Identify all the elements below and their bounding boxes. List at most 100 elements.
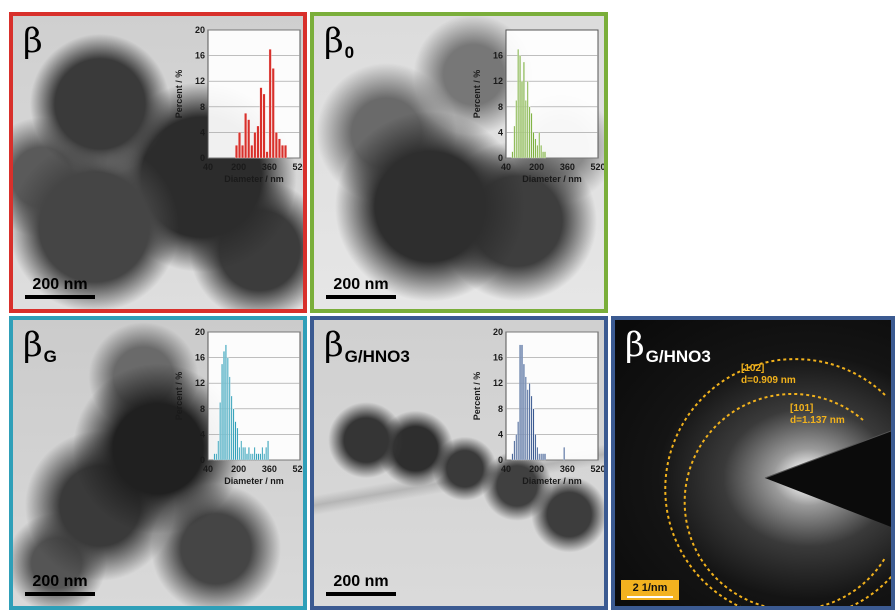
- histogram-bar: [225, 344, 227, 461]
- histogram-bar: [532, 408, 535, 461]
- panel-label: β0: [324, 21, 355, 62]
- y-axis-label: Percent / %: [472, 372, 482, 421]
- histogram-bar: [526, 389, 529, 461]
- histogram-bar: [241, 145, 244, 159]
- histogram-bar: [219, 402, 221, 461]
- y-tick-label: 0: [498, 153, 503, 163]
- x-tick-label: 40: [501, 162, 511, 172]
- y-tick-label: 20: [195, 25, 205, 35]
- histogram-bar: [247, 119, 251, 159]
- y-tick-label: 16: [195, 353, 205, 363]
- histogram-bar: [263, 453, 266, 461]
- y-tick-label: 12: [195, 76, 205, 86]
- histogram-bar: [534, 138, 537, 159]
- x-axis-label: Diameter / nm: [522, 174, 582, 184]
- histogram-bar: [521, 81, 523, 159]
- histogram-bar: [228, 376, 231, 461]
- histogram-bar: [268, 49, 272, 159]
- histogram-bar: [227, 357, 229, 461]
- x-tick-label: 520: [292, 464, 307, 474]
- y-tick-label: 0: [200, 455, 205, 465]
- x-tick-label: 520: [590, 464, 605, 474]
- x-tick-label: 520: [590, 162, 605, 172]
- y-tick-label: 4: [498, 429, 503, 439]
- tem-panel-beta-0: β0 0 4 8 12 16 40 200 360 520 Diameter / nm Percen…: [310, 12, 608, 313]
- histogram-bar: [255, 453, 258, 461]
- x-axis-label: Diameter / nm: [224, 174, 284, 184]
- y-tick-label: 20: [493, 327, 503, 337]
- x-axis-label: Diameter / nm: [522, 476, 582, 486]
- histogram-bar: [278, 138, 281, 159]
- histogram-bar: [528, 383, 531, 461]
- diameter-histogram: 0 4 8 12 16 20 40 200 360 520 Diameter / nm Percent…: [174, 327, 307, 486]
- histogram-bar: [259, 87, 263, 159]
- diffraction-ring-102: [664, 358, 891, 606]
- scale-bar: 200 nm: [326, 276, 396, 299]
- histogram-bar: [244, 113, 248, 159]
- diffraction-overlay: [664, 358, 891, 606]
- histogram-bar: [259, 453, 262, 461]
- histogram-bar: [265, 447, 267, 461]
- histogram-bar: [217, 440, 220, 461]
- y-axis-label: Percent / %: [472, 70, 482, 119]
- y-tick-label: 8: [200, 404, 205, 414]
- y-tick-label: 12: [195, 378, 205, 388]
- histogram-bar: [221, 363, 223, 461]
- histogram-bar: [230, 395, 233, 461]
- histogram-bar: [521, 344, 523, 461]
- histogram-bar: [517, 421, 519, 461]
- histogram-bar: [267, 440, 269, 461]
- histogram-bar: [523, 363, 525, 461]
- histogram-bar: [244, 447, 246, 461]
- y-tick-label: 0: [498, 455, 503, 465]
- histogram-bar: [240, 440, 243, 461]
- diameter-histogram: 0 4 8 12 16 20 40 200 360 520 Diameter / nm Percent…: [174, 25, 307, 184]
- tem-panel-beta: β 0 4 8 12 16 20 40 200 360 520 Diameter / nm Perce…: [9, 12, 307, 313]
- histogram-bar: [250, 145, 254, 159]
- histogram-bar: [256, 125, 260, 159]
- histogram-bar: [238, 447, 241, 461]
- x-axis-label: Diameter / nm: [224, 476, 284, 486]
- beam-stop: [765, 430, 891, 527]
- histogram-bar: [563, 447, 565, 461]
- histogram-bar: [242, 447, 244, 461]
- histogram-bar: [284, 145, 287, 159]
- histogram-bar: [538, 453, 541, 461]
- histogram-bar: [544, 453, 546, 461]
- histogram-bar: [262, 93, 266, 159]
- ring-label-102: [102] d=0.909 nm: [741, 363, 796, 386]
- beam-stop-edge: [764, 430, 891, 479]
- histogram-bar: [253, 132, 257, 159]
- histogram-bar: [513, 440, 516, 461]
- x-tick-label: 40: [203, 162, 213, 172]
- y-tick-label: 16: [195, 51, 205, 61]
- histogram-bar: [281, 145, 284, 159]
- histogram-bar: [525, 376, 527, 461]
- panel-label: βG/HNO3: [324, 325, 410, 366]
- y-tick-label: 16: [493, 353, 503, 363]
- scale-bar: 200 nm: [326, 573, 396, 596]
- scale-bar: 200 nm: [25, 276, 95, 299]
- x-tick-label: 40: [203, 464, 213, 474]
- histogram-bar: [540, 145, 542, 159]
- x-tick-label: 520: [292, 162, 307, 172]
- histogram-bar: [530, 395, 533, 461]
- diameter-histogram: 0 4 8 12 16 40 200 360 520 Diameter / nm Percent /…: [472, 29, 605, 184]
- y-tick-label: 4: [498, 127, 503, 137]
- histogram-bar: [536, 447, 539, 461]
- histogram-bar: [235, 145, 238, 159]
- histogram-bar: [251, 453, 254, 461]
- histogram-bar: [525, 100, 527, 159]
- panel-label: β: [23, 21, 43, 61]
- panel-label: βG: [23, 325, 57, 366]
- y-tick-label: 20: [195, 327, 205, 337]
- histogram-bar: [515, 434, 518, 461]
- y-tick-label: 8: [498, 404, 503, 414]
- y-tick-label: 4: [200, 127, 205, 137]
- histogram-bar: [536, 145, 539, 159]
- y-tick-label: 8: [200, 102, 205, 112]
- histogram-bar: [215, 453, 218, 461]
- histogram-bar: [250, 453, 252, 461]
- tem-panel-beta-g: βG 0 4 8 12 16 20 40 200 360 520 Diameter / nm Perc…: [9, 316, 307, 610]
- histogram-bar: [542, 151, 544, 159]
